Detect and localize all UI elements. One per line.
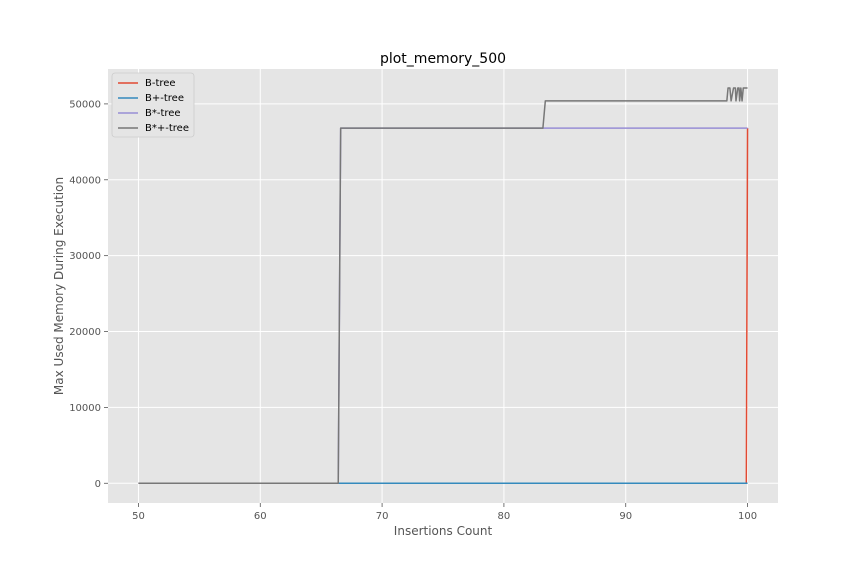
legend-label-b-tree: B-tree <box>145 78 176 89</box>
legend-label-bstar-tree: B*-tree <box>145 108 181 119</box>
y-axis-label: Max Used Memory During Execution <box>52 177 66 395</box>
series-lines <box>138 87 749 485</box>
y-tick-label: 30000 <box>69 251 101 262</box>
x-axis-ticks: 50 60 70 80 90 100 <box>132 503 757 522</box>
legend-label-bplus-tree: B+-tree <box>145 93 184 104</box>
legend-label-bstarplus-tree: B*+-tree <box>145 123 189 134</box>
series-line-bstarplus-tree <box>138 87 748 485</box>
x-tick-label: 50 <box>132 511 145 522</box>
x-tick-label: 80 <box>498 511 511 522</box>
y-tick-label: 20000 <box>69 327 101 338</box>
chart-title: plot_memory_500 <box>380 51 506 67</box>
y-tick-label: 0 <box>95 479 101 490</box>
grid-lines <box>108 69 778 503</box>
y-tick-label: 40000 <box>69 175 101 186</box>
x-tick-label: 60 <box>254 511 267 522</box>
y-tick-label: 10000 <box>69 403 101 414</box>
x-tick-label: 90 <box>619 511 632 522</box>
legend: B-tree B+-tree B*-tree B*+-tree <box>111 72 195 138</box>
legend-box <box>111 72 195 138</box>
plot-area <box>108 69 778 503</box>
x-tick-label: 100 <box>738 511 757 522</box>
x-tick-label: 70 <box>376 511 389 522</box>
x-axis-label: Insertions Count <box>394 524 493 538</box>
y-tick-label: 50000 <box>69 99 101 110</box>
y-axis-ticks: 0 10000 20000 30000 40000 50000 <box>69 99 108 490</box>
